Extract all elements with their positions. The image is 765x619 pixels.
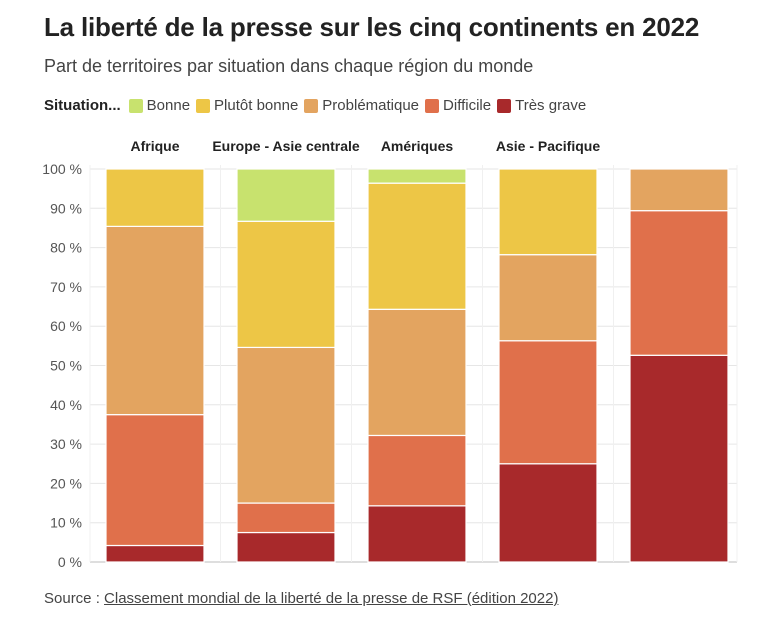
y-tick-label: 10 %: [50, 515, 82, 531]
source-prefix: Source :: [44, 590, 105, 607]
bar-segment: [629, 354, 729, 563]
y-tick-label: 40 %: [50, 397, 82, 413]
y-tick-label: 20 %: [50, 475, 82, 491]
y-tick-label: 80 %: [50, 240, 82, 256]
y-tick-label: 60 %: [50, 318, 82, 334]
y-tick-label: 70 %: [50, 279, 82, 295]
bar-segment: [367, 168, 467, 184]
legend-swatch: [128, 98, 143, 113]
bar-segment: [498, 340, 598, 465]
bar-segment: [236, 346, 336, 504]
source-footer: Source : Classement mondial de la libert…: [44, 590, 558, 607]
bar-segment: [105, 168, 205, 227]
bar-segment: [236, 220, 336, 349]
bar-segment: [629, 210, 729, 356]
y-tick-label: 50 %: [50, 358, 82, 374]
legend-swatch: [497, 98, 512, 113]
legend-item-tres-grave[interactable]: Très grave: [497, 97, 586, 114]
legend-item-difficile[interactable]: Difficile: [425, 97, 491, 114]
chart-title: La liberté de la presse sur les cinq con…: [44, 12, 700, 42]
legend-label: Difficile: [443, 97, 492, 114]
legend-item-problematique[interactable]: Problématique: [304, 97, 419, 114]
legend: Situation... Bonne Plutôt bonne Probléma…: [44, 97, 592, 114]
legend-swatch: [425, 98, 440, 113]
category-label: Amériques: [381, 138, 454, 154]
source-link[interactable]: Classement mondial de la liberté de la p…: [104, 590, 559, 607]
bar-segment: [367, 308, 467, 437]
chart-subtitle: Part de territoires par situation dans c…: [44, 56, 534, 76]
legend-item-plutot-bonne[interactable]: Plutôt bonne: [196, 97, 298, 114]
bar-segment: [498, 463, 598, 563]
bar-segment: [236, 531, 336, 563]
category-label: Asie - Pacifique: [496, 138, 600, 154]
legend-item-bonne[interactable]: Bonne: [128, 97, 191, 114]
bar-segment: [498, 254, 598, 342]
category-label: Afrique: [131, 138, 180, 154]
bar-segment: [105, 225, 205, 416]
bar-segment: [367, 182, 467, 310]
bar-segment: [236, 168, 336, 222]
legend-label: Très grave: [515, 97, 587, 114]
bar-segment: [498, 168, 598, 256]
legend-swatch: [196, 98, 211, 113]
y-tick-label: 90 %: [50, 200, 82, 216]
bar-segment: [236, 502, 336, 534]
legend-title: Situation...: [44, 97, 121, 114]
category-label: Europe - Asie centrale: [212, 138, 360, 154]
bar-segment: [367, 434, 467, 507]
legend-swatch: [304, 98, 319, 113]
legend-label: Problématique: [322, 97, 420, 114]
bar-segment: [105, 414, 205, 547]
bar-segment: [629, 168, 729, 212]
legend-label: Bonne: [146, 97, 191, 114]
stacked-bar-chart: 0 % 10 % 20 % 30 % 40 % 50 % 60 % 70 % 80 % 90 % 1…: [42, 138, 738, 570]
y-tick-label: 30 %: [50, 436, 82, 452]
bar-segment: [367, 505, 467, 563]
bar-segment: [105, 544, 205, 563]
legend-label: Plutôt bonne: [214, 97, 299, 114]
y-tick-label: 0 %: [58, 554, 82, 570]
y-tick-label: 100 %: [42, 161, 82, 177]
